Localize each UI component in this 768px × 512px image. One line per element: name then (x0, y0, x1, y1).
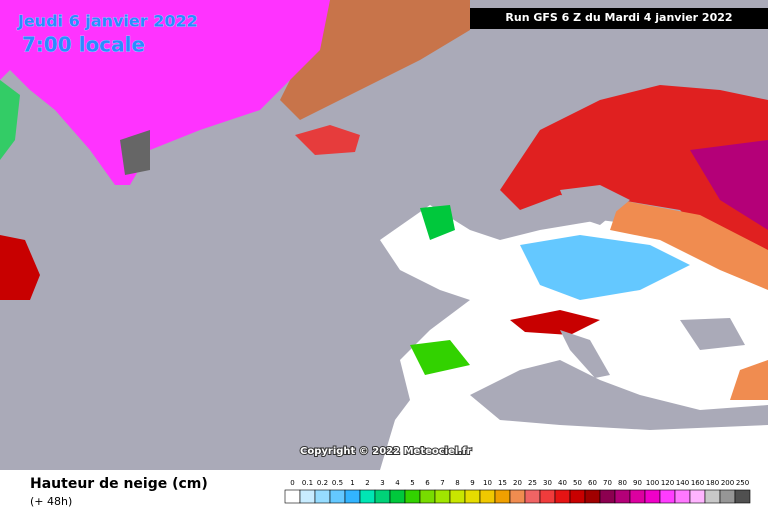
legend-label: 50 (573, 479, 582, 487)
legend-swatch (659, 489, 676, 504)
legend-swatch (479, 489, 496, 504)
run-box (470, 8, 768, 29)
legend-scale: 0 0.1 0.2 0.5 1 2 3 4 5 6 7 8 9 10 15 20 25 30 40 50 60 70 80 9… (284, 479, 751, 504)
legend-swatch (689, 489, 706, 504)
legend-swatch (524, 489, 541, 504)
legend-label: 30 (543, 479, 552, 487)
black-sea (680, 318, 745, 350)
legend-label: 140 (676, 479, 689, 487)
legend-label: 80 (618, 479, 627, 487)
legend-label: 90 (633, 479, 642, 487)
greenland-coast (0, 80, 20, 160)
legend-swatch (539, 489, 556, 504)
legend-swatch (584, 489, 601, 504)
legend-label: 7 (440, 479, 444, 487)
legend-swatch (404, 489, 421, 504)
mediterranean (470, 360, 768, 430)
arctic-ice (280, 0, 470, 120)
legend-label: 25 (528, 479, 537, 487)
legend-label: 2 (365, 479, 369, 487)
legend-swatch (464, 489, 481, 504)
legend-swatch (704, 489, 721, 504)
adriatic (560, 330, 610, 378)
legend-label: 4 (395, 479, 400, 487)
legend-title: Hauteur de neige (cm) (30, 476, 208, 492)
legend-swatch (509, 489, 526, 504)
legend-label: 180 (706, 479, 719, 487)
legend-label: 0 (290, 479, 294, 487)
copyright: Copyright © 2022 Meteociel.fr (300, 446, 471, 457)
legend-swatch (329, 489, 346, 504)
legend-swatch (719, 489, 736, 504)
legend-label: 0.2 (317, 479, 328, 487)
greenland-peak (120, 130, 150, 175)
legend-label: 10 (483, 479, 492, 487)
legend-swatch (389, 489, 406, 504)
legend-swatch (554, 489, 571, 504)
legend-label: 6 (425, 479, 430, 487)
legend-label: 3 (380, 479, 384, 487)
legend-label: 15 (498, 479, 507, 487)
legend-subtitle: (+ 48h) (30, 495, 72, 508)
legend-label: 120 (661, 479, 674, 487)
legend-label: 1 (350, 479, 354, 487)
legend-swatch (284, 489, 301, 504)
legend-label: 60 (588, 479, 597, 487)
legend-label: 160 (691, 479, 704, 487)
legend-swatch (449, 489, 466, 504)
legend-swatch (734, 489, 751, 504)
legend-label: 200 (721, 479, 734, 487)
legend-swatch (614, 489, 631, 504)
legend-label: 0.5 (332, 479, 343, 487)
legend-swatch (569, 489, 586, 504)
legend-label: 250 (736, 479, 749, 487)
iberia-snow (410, 340, 470, 375)
russia-band (610, 200, 768, 290)
time-title: 7:00 locale (22, 33, 145, 57)
legend-label: 9 (470, 479, 474, 487)
legend-label: 40 (558, 479, 567, 487)
legend-swatch (299, 489, 316, 504)
date-title: Jeudi 6 janvier 2022 (17, 12, 198, 31)
legend-swatch (374, 489, 391, 504)
legend-swatch (419, 489, 436, 504)
legend-label: 100 (646, 479, 659, 487)
legend-swatch (434, 489, 451, 504)
iceland (295, 125, 360, 155)
turkey-snow (730, 360, 768, 400)
legend-label: 20 (513, 479, 522, 487)
scotland-snow (420, 205, 455, 240)
labrador (0, 235, 40, 300)
legend-swatch (644, 489, 661, 504)
legend-label: 70 (603, 479, 612, 487)
legend-label: 0.1 (302, 479, 313, 487)
legend-swatch (674, 489, 691, 504)
greenland (0, 0, 330, 185)
central-europe-snow (520, 235, 690, 300)
legend-swatch (344, 489, 361, 504)
legend-label: 5 (410, 479, 414, 487)
legend-swatch (359, 489, 376, 504)
legend-swatch (494, 489, 511, 504)
baltic-sea (560, 185, 630, 225)
russia-deep-snow (690, 140, 768, 230)
legend-swatch (599, 489, 616, 504)
run-label: Run GFS 6 Z du Mardi 4 janvier 2022 (505, 11, 732, 24)
legend-label: 8 (455, 479, 459, 487)
alps-snow (510, 310, 600, 335)
legend-swatch (314, 489, 331, 504)
legend-swatch (629, 489, 646, 504)
